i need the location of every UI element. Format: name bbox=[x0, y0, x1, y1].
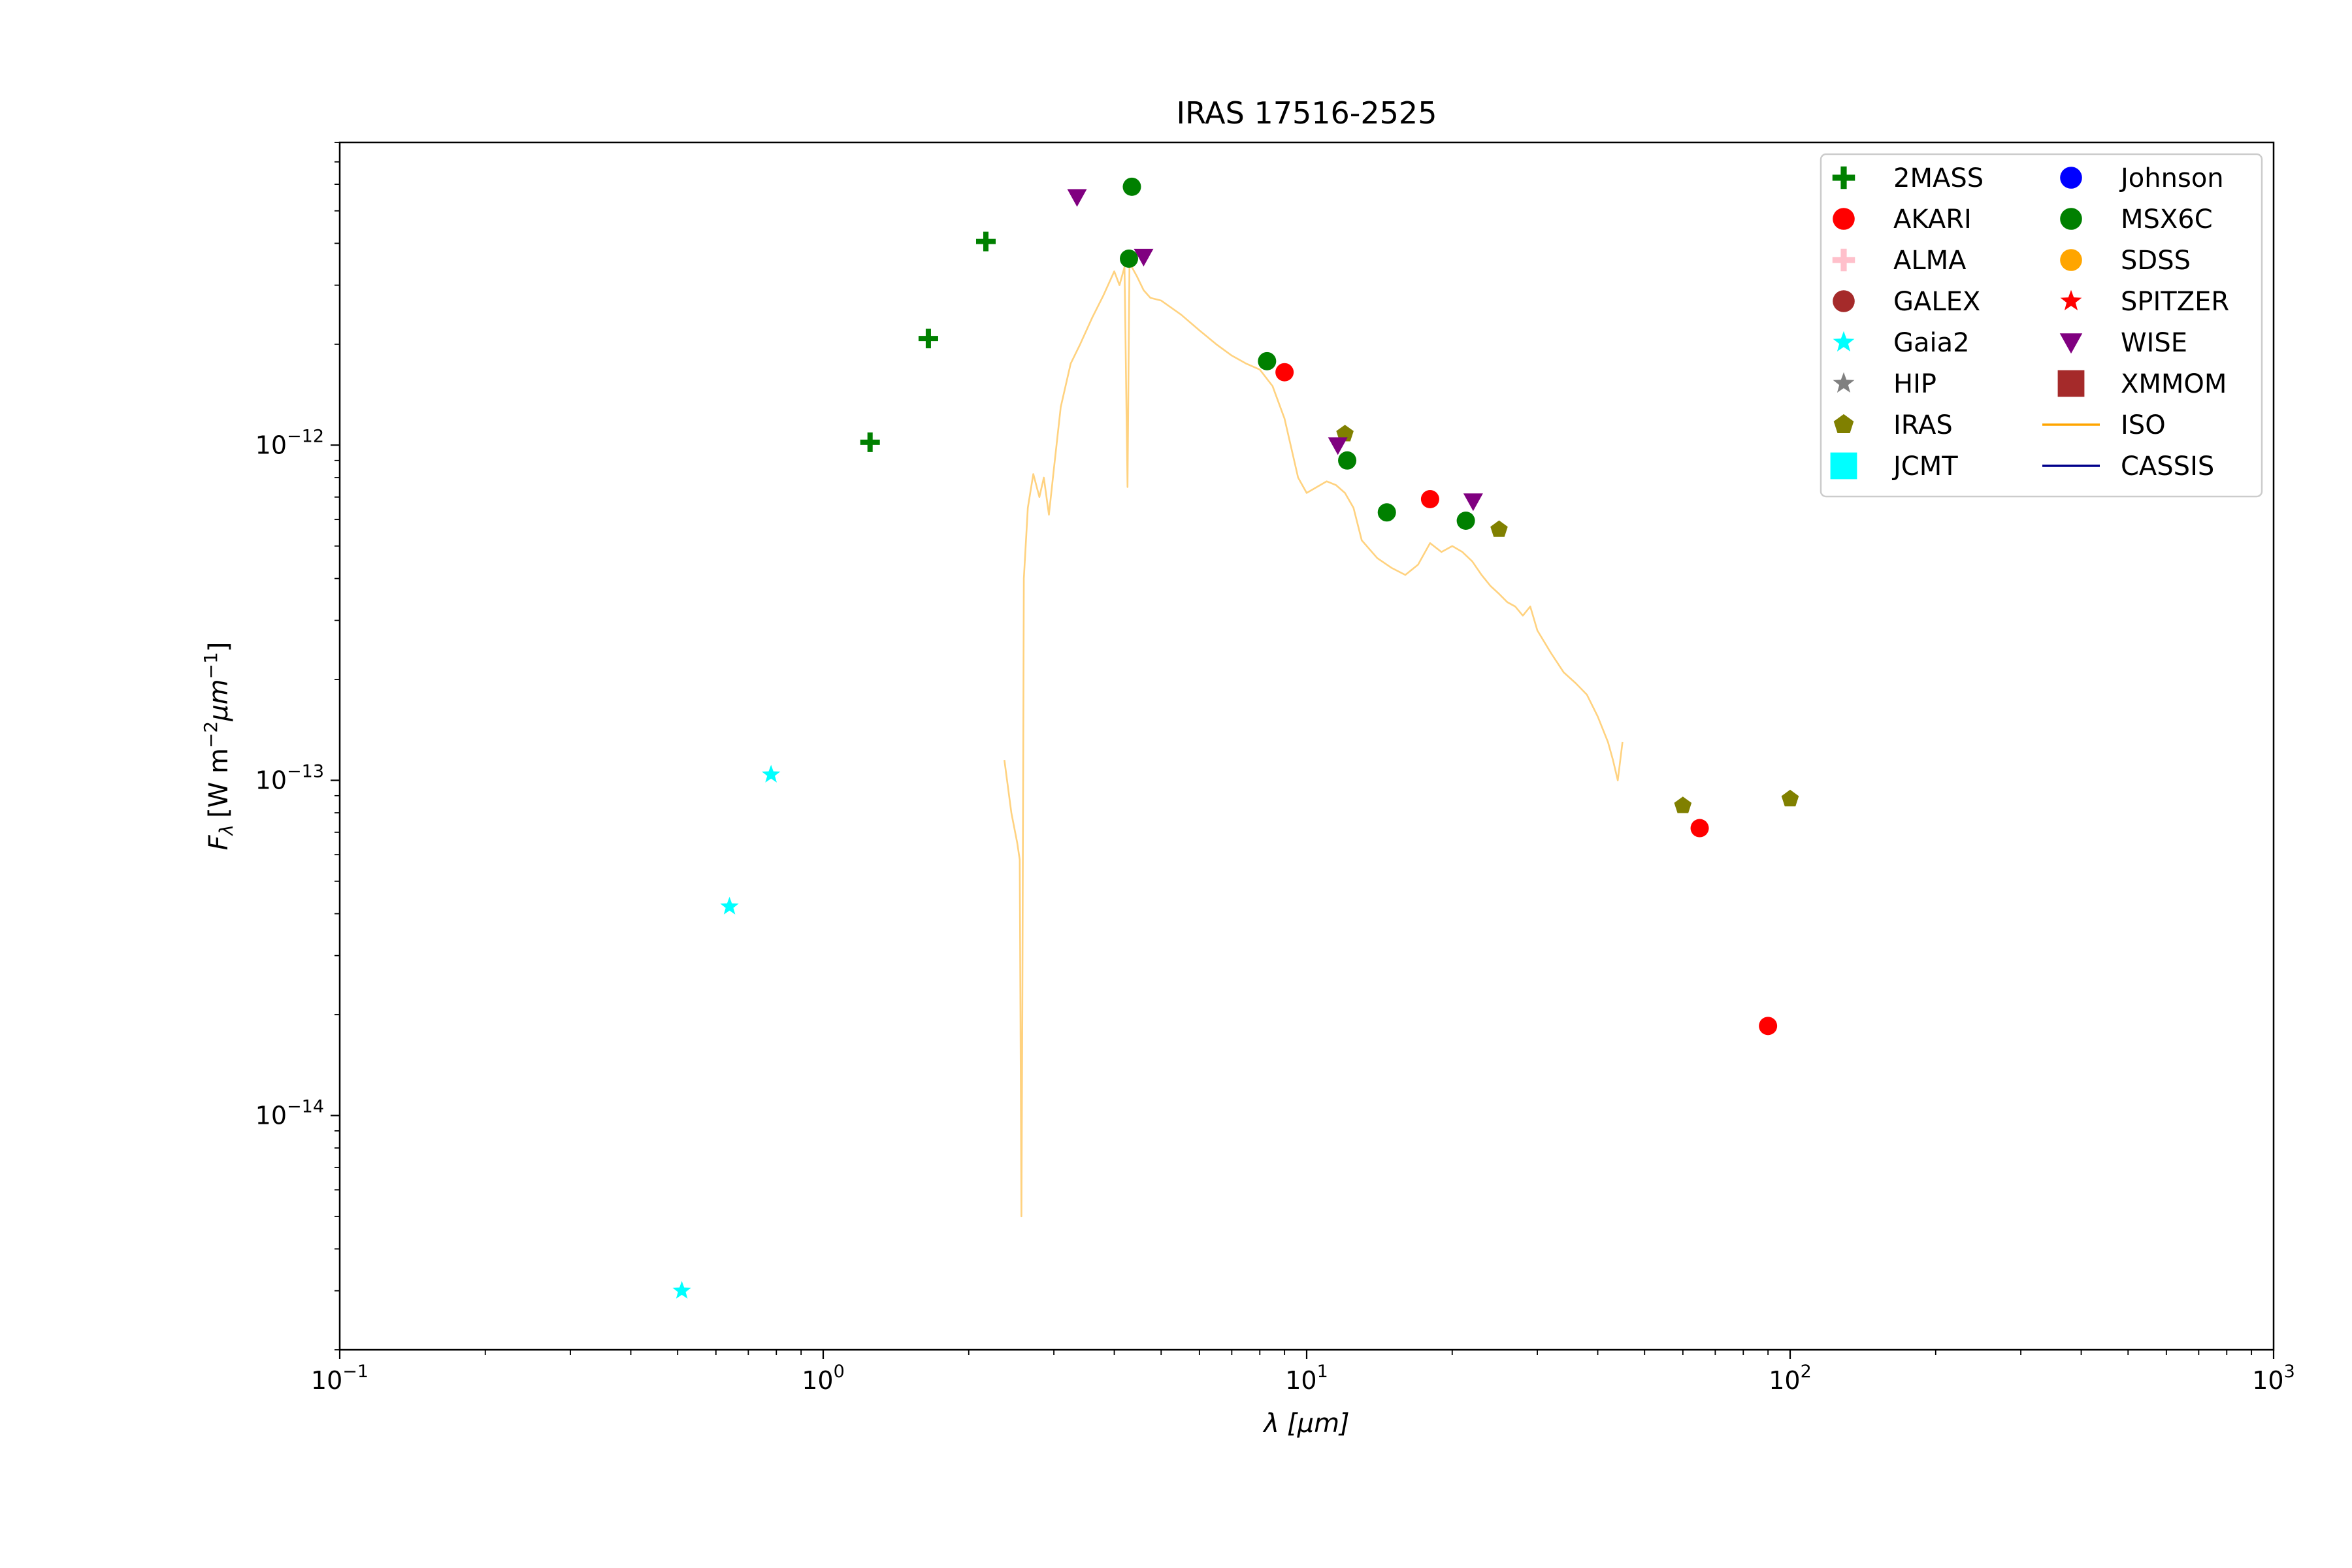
gaia2-point-1 bbox=[672, 1281, 691, 1299]
legend-marker-johnson bbox=[2060, 167, 2082, 189]
legend-label-xmmom: XMMOM bbox=[2121, 369, 2227, 399]
y-axis-unit-post: ] bbox=[204, 642, 234, 652]
iso-spectrum-layer bbox=[1004, 261, 1624, 1218]
chart-title: IRAS 17516-2525 bbox=[1177, 95, 1437, 131]
iras-point-1 bbox=[1336, 425, 1354, 442]
wise-point-1 bbox=[1067, 189, 1087, 207]
y-axis-unit-pre: [W m bbox=[204, 748, 234, 818]
legend-marker-alma bbox=[1832, 248, 1855, 272]
legend-marker-gaia2 bbox=[1833, 331, 1855, 351]
legend-box bbox=[1820, 153, 2263, 498]
legend-entry-alma: ALMA bbox=[1832, 246, 1967, 276]
legend-label-johnson: Johnson bbox=[2119, 163, 2224, 193]
legend-entry-xmmom: XMMOM bbox=[2057, 369, 2227, 399]
iso-spectrum-line bbox=[1004, 261, 1624, 1218]
legend-label-alma: ALMA bbox=[1893, 246, 1967, 276]
legend-marker-jcmt bbox=[1830, 452, 1857, 480]
wise-point-4 bbox=[1463, 493, 1483, 512]
msx6c-point-4 bbox=[1338, 451, 1357, 470]
y-tick-label-2: 10−13 bbox=[255, 761, 324, 794]
legend-label-akari: AKARI bbox=[1893, 204, 1972, 235]
legend-entry-johnson: Johnson bbox=[2060, 163, 2224, 193]
legend-label-cassis: CASSIS bbox=[2121, 451, 2214, 482]
data-points-layer bbox=[672, 177, 1799, 1299]
msx6c-point-5 bbox=[1377, 503, 1396, 522]
y-tick-label-1: 10−14 bbox=[255, 1096, 324, 1130]
y-axis-label: Fλ [W m−2μm−1] bbox=[200, 642, 237, 850]
y-axis-unit-mid: μm bbox=[204, 679, 234, 721]
y-axis-ticks: 10−14 10−13 10−12 bbox=[255, 142, 340, 1350]
2mass-point-1 bbox=[860, 432, 880, 452]
x-axis-ticks: 10−1 100 101 102 103 bbox=[311, 1350, 2295, 1395]
legend-marker-akari bbox=[1833, 208, 1855, 230]
x-tick-label-4: 102 bbox=[1769, 1362, 1812, 1395]
legend-entry-akari: AKARI bbox=[1833, 204, 1972, 235]
x-tick-label-3: 101 bbox=[1285, 1362, 1328, 1395]
legend-marker-xmmom bbox=[2057, 370, 2085, 397]
legend-entry-2mass: 2MASS bbox=[1832, 163, 1984, 193]
legend-label-msx6c: MSX6C bbox=[2121, 204, 2213, 235]
legend-label-gaia2: Gaia2 bbox=[1893, 328, 1970, 358]
legend-marker-msx6c bbox=[2060, 208, 2082, 230]
x-tick-label-5: 103 bbox=[2252, 1362, 2295, 1395]
legend-marker-spitzer bbox=[2060, 289, 2082, 310]
legend-label-jcmt: JCMT bbox=[1891, 451, 1958, 482]
iras-point-3 bbox=[1674, 796, 1692, 813]
wise-point-2 bbox=[1134, 248, 1154, 267]
akari-point-1 bbox=[1275, 363, 1294, 382]
legend-label-2mass: 2MASS bbox=[1893, 163, 1984, 193]
x-tick-label-1: 10−1 bbox=[311, 1362, 368, 1395]
y-axis-unit-exp1: −2 bbox=[200, 721, 221, 748]
legend-entry-spitzer: SPITZER bbox=[2060, 287, 2229, 317]
x-tick-label-2: 100 bbox=[802, 1362, 845, 1395]
legend-marker-2mass bbox=[1832, 166, 1855, 189]
legend-entry-gaia2: Gaia2 bbox=[1833, 328, 1970, 358]
legend-label-wise: WISE bbox=[2121, 328, 2187, 358]
legend-entry-iras: IRAS bbox=[1833, 410, 1953, 440]
2mass-point-3 bbox=[975, 231, 996, 252]
iras-point-4 bbox=[1781, 789, 1799, 807]
legend-entry-cassis: CASSIS bbox=[2042, 451, 2214, 482]
y-axis-subscript: λ bbox=[216, 825, 237, 837]
wise-point-3 bbox=[1328, 437, 1348, 455]
y-axis-unit-exp2: −1 bbox=[200, 652, 221, 679]
legend-entry-jcmt: JCMT bbox=[1830, 451, 1958, 482]
legend-label-sdss: SDSS bbox=[2121, 246, 2191, 276]
legend-label-iras: IRAS bbox=[1893, 410, 1953, 440]
x-axis-unit: [μm] bbox=[1287, 1409, 1350, 1439]
akari-point-4 bbox=[1759, 1017, 1778, 1036]
legend-label-galex: GALEX bbox=[1893, 287, 1980, 317]
legend-marker-galex bbox=[1833, 290, 1855, 312]
msx6c-point-2 bbox=[1122, 177, 1141, 196]
2mass-point-2 bbox=[918, 329, 938, 349]
legend-label-spitzer: SPITZER bbox=[2121, 287, 2229, 317]
legend-entry-galex: GALEX bbox=[1833, 287, 1980, 317]
legend-entry-sdss: SDSS bbox=[2060, 246, 2191, 276]
akari-point-3 bbox=[1690, 819, 1709, 838]
legend-entry-msx6c: MSX6C bbox=[2060, 204, 2213, 235]
gaia2-point-2 bbox=[720, 896, 739, 915]
legend: 2MASS AKARI ALMA GALEX Gaia2 HIP IRAS JCMT Johns… bbox=[1820, 153, 2263, 498]
x-axis-label: λ [μm] bbox=[1262, 1409, 1349, 1439]
legend-label-hip: HIP bbox=[1893, 369, 1936, 399]
legend-entry-iso: ISO bbox=[2042, 410, 2166, 440]
msx6c-point-1 bbox=[1120, 249, 1139, 268]
legend-marker-iras bbox=[1833, 414, 1854, 433]
y-tick-label-3: 10−12 bbox=[255, 426, 324, 459]
msx6c-point-3 bbox=[1258, 351, 1277, 370]
legend-entry-hip: HIP bbox=[1833, 369, 1936, 399]
legend-entry-wise: WISE bbox=[2059, 328, 2187, 358]
x-axis-symbol: λ bbox=[1262, 1409, 1279, 1439]
legend-marker-hip bbox=[1833, 372, 1855, 393]
legend-marker-sdss bbox=[2060, 249, 2082, 271]
akari-point-2 bbox=[1420, 489, 1439, 508]
gaia2-point-3 bbox=[761, 764, 781, 783]
y-axis-symbol: F bbox=[204, 835, 234, 851]
iras-point-2 bbox=[1490, 520, 1508, 537]
msx6c-point-6 bbox=[1456, 512, 1475, 531]
legend-label-iso: ISO bbox=[2121, 410, 2166, 440]
legend-marker-wise bbox=[2059, 333, 2083, 354]
